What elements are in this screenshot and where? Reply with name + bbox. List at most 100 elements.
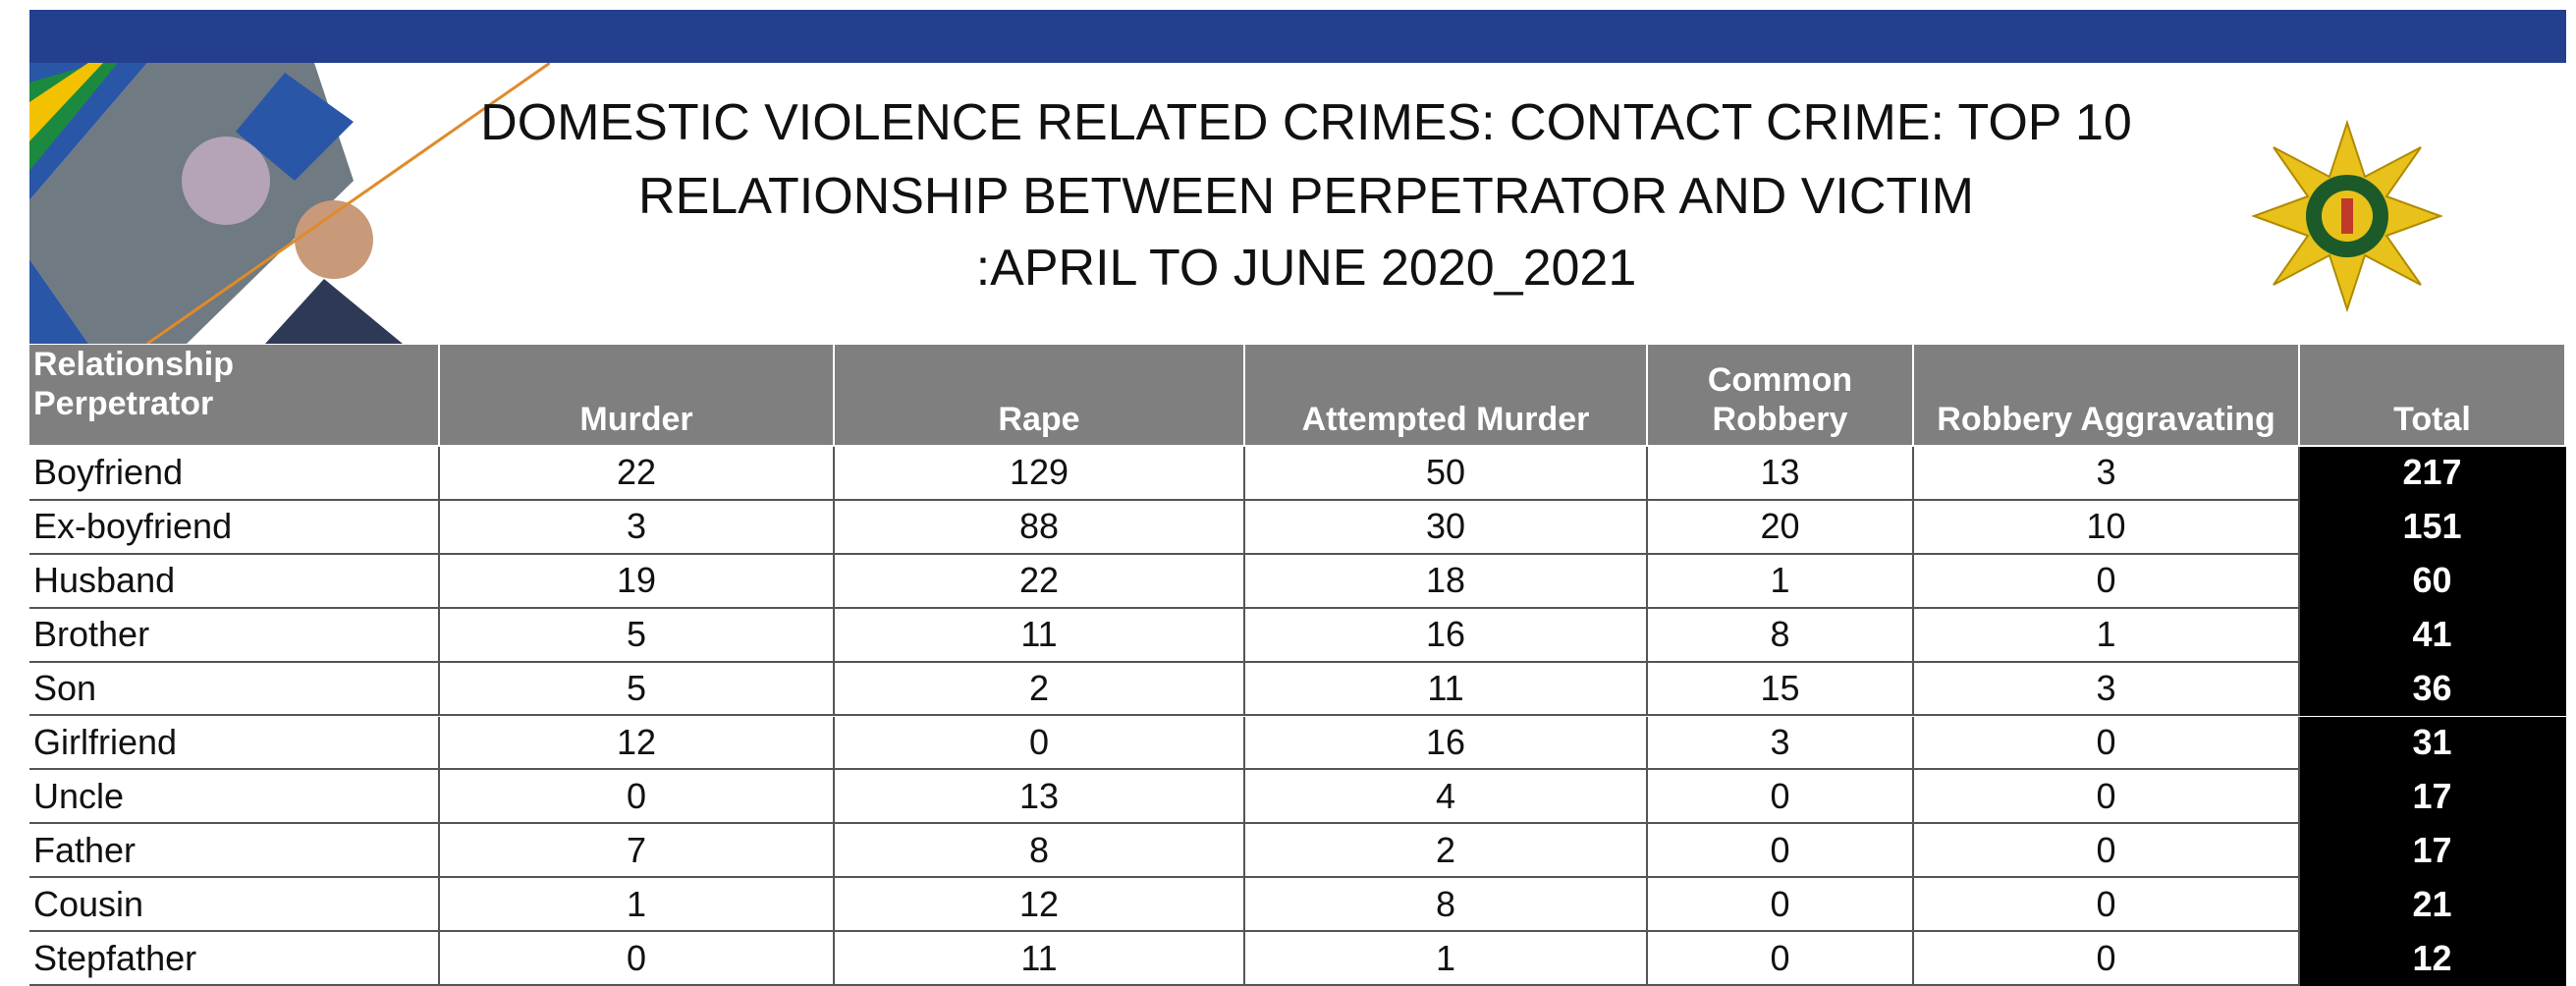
cell-text: 13 xyxy=(1760,452,1800,493)
cell-text: 0 xyxy=(2096,937,2116,978)
cell-text: 0 xyxy=(1770,937,1790,978)
cell: 15 xyxy=(1648,662,1914,717)
cell-text: 11 xyxy=(1020,937,1058,978)
total-cell: 41 xyxy=(2300,608,2566,663)
cell-text: 129 xyxy=(1009,452,1069,493)
total-cell: 17 xyxy=(2300,770,2566,825)
cell: 19 xyxy=(440,554,835,609)
cell-text: 0 xyxy=(2096,883,2116,924)
cell-text: 1 xyxy=(1770,560,1790,601)
cell-text: 50 xyxy=(1425,452,1466,493)
cell: 16 xyxy=(1245,716,1648,771)
cell-text: 16 xyxy=(1425,614,1466,655)
cell: 1 xyxy=(440,878,835,933)
cell-text: 5 xyxy=(626,614,647,655)
cell-text: Brother xyxy=(33,614,150,655)
cell-text: Cousin xyxy=(33,883,144,924)
cell: 20 xyxy=(1648,500,1914,555)
cell-text: 0 xyxy=(626,937,647,978)
cell: 13 xyxy=(1648,447,1914,501)
police-logo xyxy=(2251,119,2443,313)
cell-text: 19 xyxy=(616,560,657,601)
cell: 0 xyxy=(835,716,1245,771)
cell-text: 2 xyxy=(1435,829,1456,870)
top-bar xyxy=(29,10,2566,63)
cell: 0 xyxy=(1648,824,1914,879)
cell: 22 xyxy=(440,447,835,501)
cell: 30 xyxy=(1245,500,1648,555)
cell-text: 88 xyxy=(1018,506,1060,547)
cell: Father xyxy=(29,824,440,879)
cell-text: Uncle xyxy=(33,775,125,816)
cell: 18 xyxy=(1245,554,1648,609)
cell: 3 xyxy=(1648,716,1914,771)
cell-text: 21 xyxy=(2412,883,2452,924)
cell-text: 0 xyxy=(1770,883,1790,924)
cell: 129 xyxy=(835,447,1245,501)
cell: 88 xyxy=(835,500,1245,555)
cell: 10 xyxy=(1914,500,2300,555)
cell: Stepfather xyxy=(29,932,440,986)
total-cell: 60 xyxy=(2300,554,2566,609)
header-text: Perpetrator xyxy=(33,385,214,422)
cell: 11 xyxy=(835,608,1245,663)
cell-text: 16 xyxy=(1425,721,1466,762)
cell: 11 xyxy=(1245,662,1648,717)
cell-text: 18 xyxy=(1425,560,1466,601)
cell-text: 11 xyxy=(1427,668,1464,709)
cell-text: 31 xyxy=(2412,721,2452,762)
header-text: Rape xyxy=(998,401,1080,438)
cell-text: Boyfriend xyxy=(33,452,184,493)
cell: 8 xyxy=(1648,608,1914,663)
cell-text: 17 xyxy=(2412,775,2452,816)
cell-text: 0 xyxy=(2096,829,2116,870)
title-line: :APRIL TO JUNE 2020_2021 xyxy=(975,240,1637,297)
cell: 13 xyxy=(835,770,1245,825)
cell: Brother xyxy=(29,608,440,663)
header-text: Total xyxy=(2393,401,2471,438)
cell-text: 22 xyxy=(1018,560,1060,601)
cell: 0 xyxy=(1914,824,2300,879)
cell-text: 36 xyxy=(2412,668,2452,709)
cell-text: 60 xyxy=(2412,560,2452,601)
cell: 0 xyxy=(440,770,835,825)
cell-text: 10 xyxy=(2086,506,2126,547)
cell: 5 xyxy=(440,608,835,663)
cell-text: 12 xyxy=(1018,883,1060,924)
cell-text: Father xyxy=(33,829,137,870)
cell: 1 xyxy=(1245,932,1648,986)
cell: 0 xyxy=(1914,878,2300,933)
cell-text: Stepfather xyxy=(33,937,197,978)
cell-text: 20 xyxy=(1760,506,1800,547)
title-line: DOMESTIC VIOLENCE RELATED CRIMES: CONTAC… xyxy=(480,94,2132,151)
cell: 22 xyxy=(835,554,1245,609)
cell: 12 xyxy=(440,716,835,771)
header-text: Murder xyxy=(579,401,693,438)
header-cell: Relationship Perpetrator xyxy=(29,345,440,447)
cell: 3 xyxy=(1914,662,2300,717)
total-cell: 12 xyxy=(2300,932,2566,986)
cell-text: 12 xyxy=(616,721,657,762)
cell: 16 xyxy=(1245,608,1648,663)
cell: 1 xyxy=(1648,554,1914,609)
cell: 2 xyxy=(1245,824,1648,879)
cell-text: 5 xyxy=(626,668,647,709)
cell-text: 4 xyxy=(1435,775,1456,816)
cell: 0 xyxy=(1914,716,2300,771)
cell: Son xyxy=(29,662,440,717)
cell-text: 41 xyxy=(2412,614,2452,655)
cell-text: 1 xyxy=(2096,614,2116,655)
cell: 3 xyxy=(1914,447,2300,501)
cell-text: 22 xyxy=(616,452,657,493)
header-text: Robbery Aggravating xyxy=(1937,401,2275,438)
cell-text: 8 xyxy=(1770,614,1790,655)
cell: 0 xyxy=(1648,770,1914,825)
cell: 8 xyxy=(835,824,1245,879)
total-cell: 17 xyxy=(2300,824,2566,879)
total-cell: 151 xyxy=(2300,500,2566,555)
cell-text: 8 xyxy=(1435,883,1456,924)
header-text: Relationship xyxy=(33,346,235,383)
cell-text: 3 xyxy=(2096,452,2116,493)
header-text: Attempted Murder xyxy=(1301,401,1590,438)
